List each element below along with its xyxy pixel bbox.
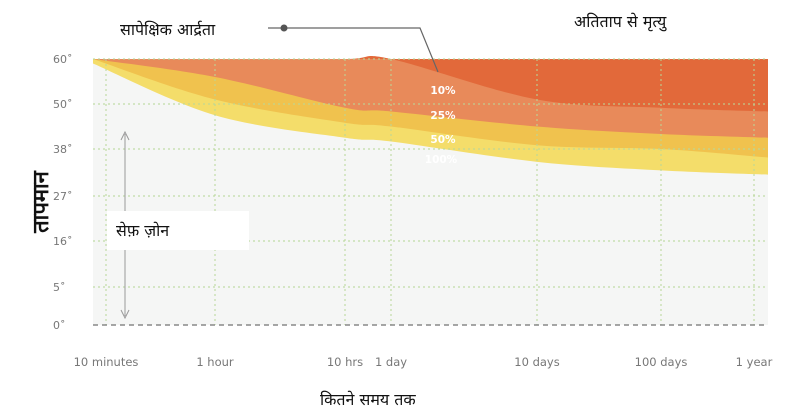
series-label: 25% bbox=[430, 110, 456, 122]
x-tick-label: 10 days bbox=[514, 355, 559, 369]
x-tick-label: 1 year bbox=[736, 355, 773, 369]
y-axis-title: तापमान bbox=[28, 171, 54, 233]
leader-line bbox=[268, 27, 439, 73]
y-tick-label: 27˚ bbox=[53, 190, 73, 203]
death-by-heat-label: अतिताप से मृत्यु bbox=[574, 12, 667, 31]
x-axis-title: कितने समय तक bbox=[320, 390, 416, 409]
y-tick-label: 38˚ bbox=[53, 143, 73, 156]
series-label: 50% bbox=[430, 134, 456, 146]
band-10pct bbox=[93, 56, 768, 112]
y-tick-label: 50˚ bbox=[53, 98, 73, 111]
y-tick-label: 0˚ bbox=[53, 319, 66, 332]
safe-zone-box: सेफ़ ज़ोन bbox=[107, 211, 249, 250]
series-label: 10% bbox=[430, 85, 456, 97]
x-tick-label: 10 minutes bbox=[74, 355, 139, 369]
x-tick-label: 100 days bbox=[635, 355, 688, 369]
leader-dot bbox=[280, 24, 288, 32]
x-tick-label: 1 day bbox=[375, 355, 407, 369]
x-tick-label: 10 hrs bbox=[327, 355, 363, 369]
y-tick-label: 16˚ bbox=[53, 235, 73, 248]
safe-zone-label: सेफ़ ज़ोन bbox=[116, 221, 170, 240]
y-tick-label: 5˚ bbox=[53, 281, 66, 294]
series-label: 100% bbox=[425, 154, 458, 166]
arrow-head-top bbox=[120, 130, 130, 141]
x-tick-label: 1 hour bbox=[196, 355, 234, 369]
y-tick-label: 60˚ bbox=[53, 53, 73, 66]
relative-humidity-label: सापेक्षिक आर्द्रता bbox=[120, 20, 216, 39]
arrow-head-bottom bbox=[120, 309, 130, 320]
